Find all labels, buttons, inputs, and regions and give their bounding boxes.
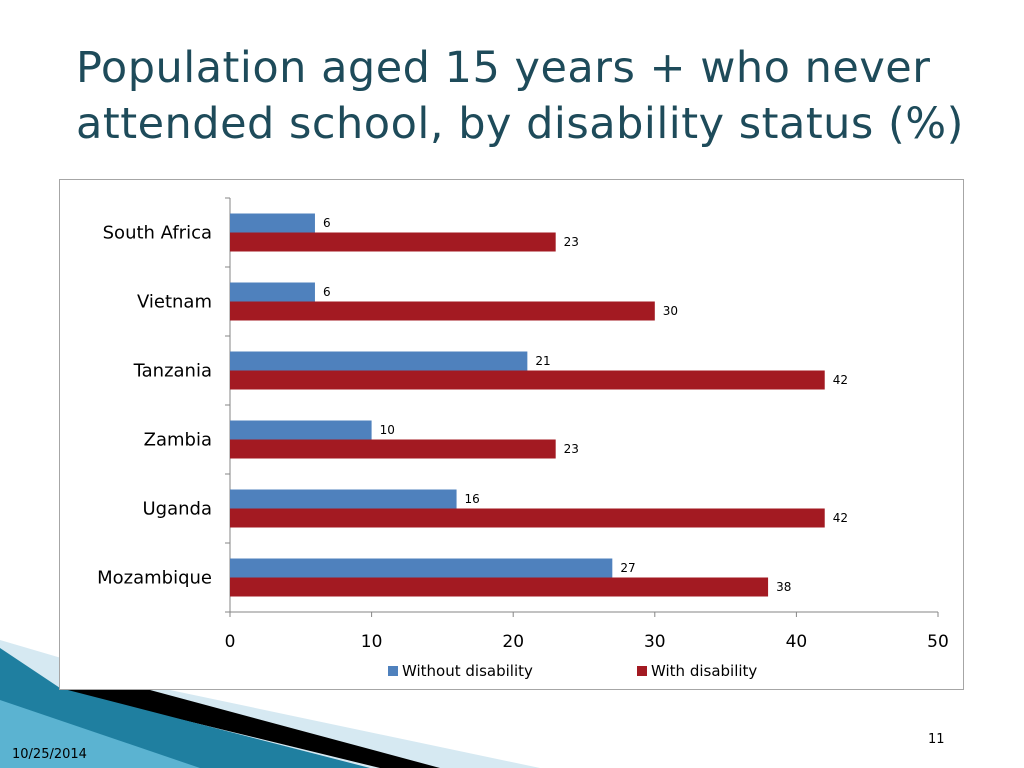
legend-item-with-disability: With disability bbox=[637, 662, 757, 680]
data-label: 10 bbox=[380, 423, 395, 437]
legend-item-without-disability: Without disability bbox=[388, 662, 533, 680]
category-label: South Africa bbox=[103, 223, 212, 244]
data-label: 23 bbox=[564, 235, 579, 249]
data-label: 6 bbox=[323, 216, 331, 230]
data-label: 27 bbox=[620, 561, 635, 575]
swoosh-light-teal-band bbox=[0, 700, 200, 768]
x-tick-label: 10 bbox=[361, 632, 383, 652]
data-label: 23 bbox=[564, 442, 579, 456]
bar-with-disability bbox=[230, 439, 556, 459]
category-label: Uganda bbox=[143, 499, 213, 520]
x-tick-label: 20 bbox=[502, 632, 524, 652]
bar-with-disability bbox=[230, 301, 655, 321]
data-label: 6 bbox=[323, 285, 331, 299]
bar-without-disability bbox=[230, 558, 613, 578]
x-tick-label: 40 bbox=[786, 632, 808, 652]
category-label: Mozambique bbox=[97, 568, 212, 589]
legend-label-with-disability: With disability bbox=[651, 662, 758, 680]
footer-date: 10/25/2014 bbox=[12, 747, 87, 762]
category-label: Vietnam bbox=[137, 292, 212, 313]
bar-without-disability bbox=[230, 213, 315, 233]
legend-swatch-with-disability bbox=[637, 666, 647, 676]
bar-without-disability bbox=[230, 420, 372, 440]
bar-without-disability bbox=[230, 351, 528, 371]
bar-with-disability bbox=[230, 370, 825, 390]
bar-with-disability bbox=[230, 232, 556, 252]
bar-with-disability bbox=[230, 508, 825, 528]
legend-label-without-disability: Without disability bbox=[402, 662, 533, 680]
legend-swatch-without-disability bbox=[388, 666, 398, 676]
bar-with-disability bbox=[230, 577, 769, 597]
category-label: Tanzania bbox=[133, 361, 212, 382]
data-label: 30 bbox=[663, 304, 678, 318]
x-tick-label: 0 bbox=[225, 632, 236, 652]
data-label: 42 bbox=[833, 373, 848, 387]
page-number: 11 bbox=[928, 732, 945, 747]
swoosh-black-band bbox=[60, 690, 440, 768]
bar-without-disability bbox=[230, 489, 457, 509]
data-label: 21 bbox=[535, 354, 550, 368]
data-label: 42 bbox=[833, 511, 848, 525]
data-label: 38 bbox=[776, 580, 791, 594]
x-tick-label: 30 bbox=[644, 632, 666, 652]
category-label: Zambia bbox=[144, 430, 212, 451]
chart-frame bbox=[59, 179, 964, 690]
x-tick-label: 50 bbox=[927, 632, 949, 652]
slide-title: Population aged 15 years + who never att… bbox=[76, 43, 964, 149]
bar-without-disability bbox=[230, 282, 315, 302]
data-label: 16 bbox=[465, 492, 480, 506]
